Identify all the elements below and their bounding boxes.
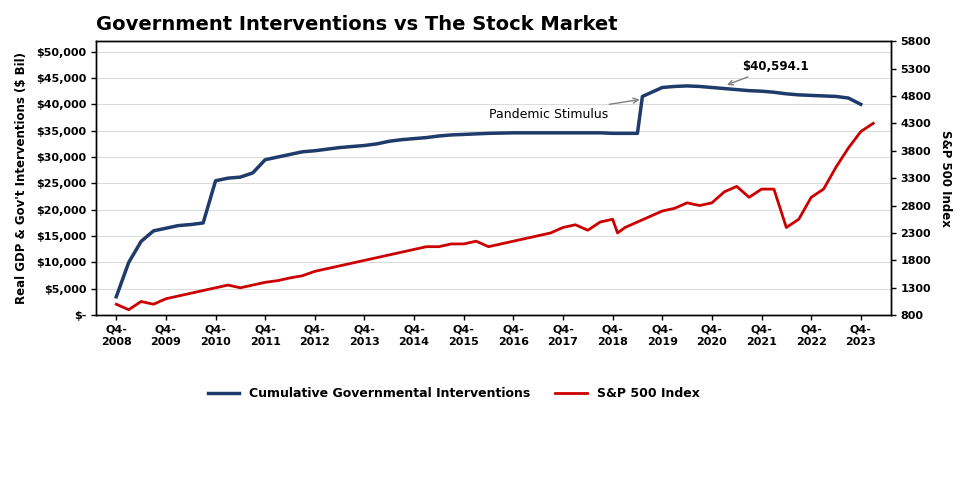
Legend: Cumulative Governmental Interventions, S&P 500 Index: Cumulative Governmental Interventions, S… (203, 382, 705, 405)
Text: Government Interventions vs The Stock Market: Government Interventions vs The Stock Ma… (97, 15, 618, 34)
Y-axis label: S&P 500 Index: S&P 500 Index (939, 129, 952, 227)
Text: Pandemic Stimulus: Pandemic Stimulus (488, 98, 638, 121)
Y-axis label: Real GDP & Gov't Interventions ($ Bil): Real GDP & Gov't Interventions ($ Bil) (15, 52, 28, 304)
Text: $40,594.1: $40,594.1 (728, 60, 808, 85)
